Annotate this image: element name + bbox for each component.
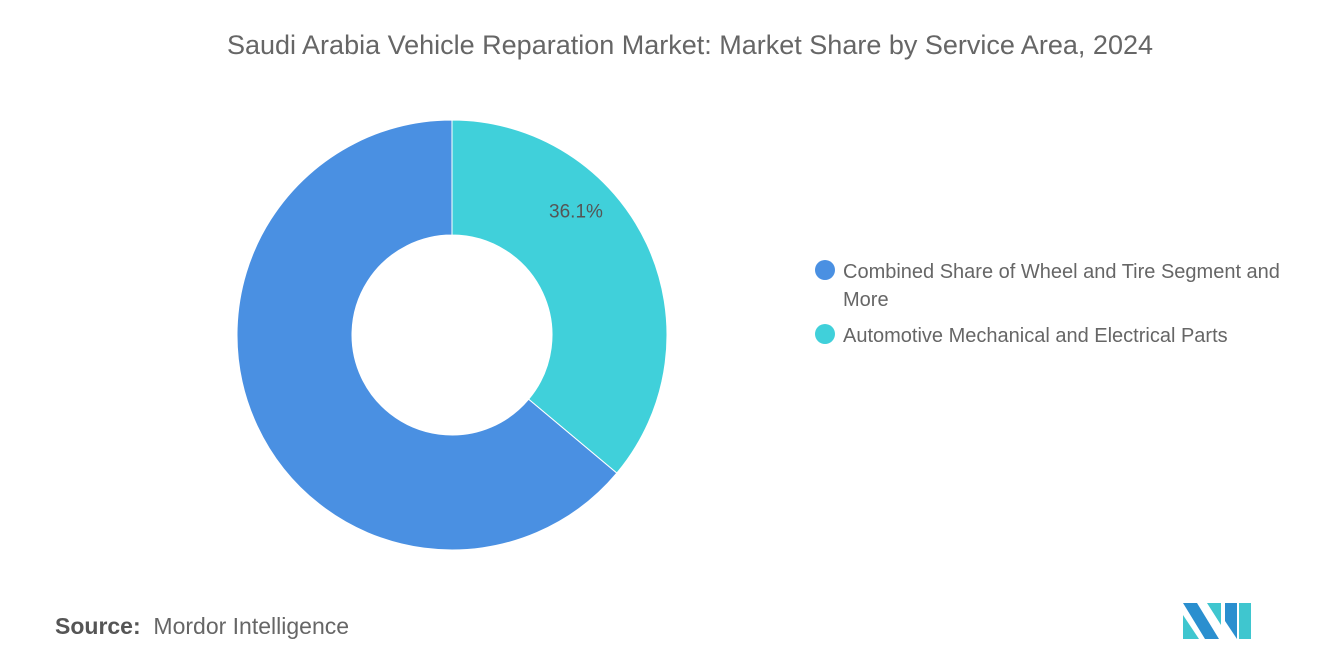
source-text: Mordor Intelligence (153, 613, 350, 639)
legend-swatch (815, 324, 835, 344)
source-label: Source: (55, 613, 141, 639)
donut-slice (236, 119, 618, 551)
slice-label: 36.1% (549, 201, 603, 222)
legend-swatch (815, 260, 835, 280)
legend-label: Combined Share of Wheel and Tire Segment… (843, 261, 1280, 311)
legend-item: Automotive Mechanical and Electrical Par… (815, 322, 1305, 350)
mordor-logo (1183, 603, 1251, 639)
legend: Combined Share of Wheel and Tire Segment… (815, 258, 1305, 358)
source-note: Source: Mordor Intelligence (55, 613, 349, 640)
legend-label: Automotive Mechanical and Electrical Par… (843, 325, 1228, 347)
legend-item: Combined Share of Wheel and Tire Segment… (815, 258, 1305, 314)
donut-slice (451, 119, 668, 474)
chart-title: Saudi Arabia Vehicle Reparation Market: … (226, 30, 1153, 60)
